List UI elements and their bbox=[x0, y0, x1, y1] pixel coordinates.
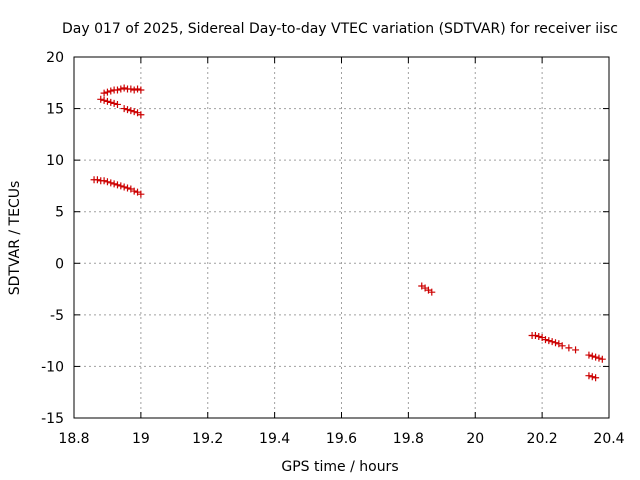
data-point bbox=[531, 331, 539, 339]
data-point bbox=[130, 86, 138, 94]
data-point bbox=[103, 97, 111, 105]
x-tick-label: 19 bbox=[132, 431, 150, 447]
series-track-2 bbox=[97, 95, 145, 119]
data-point bbox=[130, 108, 138, 116]
data-point bbox=[127, 85, 135, 93]
data-point bbox=[107, 98, 115, 106]
data-point bbox=[588, 352, 596, 360]
y-tick-label: -10 bbox=[41, 359, 64, 375]
data-point bbox=[110, 99, 118, 107]
data-point bbox=[113, 100, 121, 108]
data-point bbox=[595, 354, 603, 362]
data-point bbox=[107, 87, 115, 95]
data-point bbox=[100, 177, 108, 185]
data-point bbox=[113, 86, 121, 94]
data-point bbox=[137, 86, 145, 94]
data-point bbox=[124, 106, 131, 114]
y-tick-label: 5 bbox=[55, 205, 64, 221]
data-point bbox=[117, 182, 125, 190]
x-tick-label: 20.2 bbox=[527, 431, 558, 447]
x-tick-label: 20 bbox=[466, 431, 484, 447]
x-axis-label: GPS time / hours bbox=[281, 459, 398, 475]
data-point bbox=[100, 96, 108, 104]
series-track-7 bbox=[585, 372, 600, 382]
series-track-1 bbox=[100, 84, 145, 97]
data-point bbox=[113, 181, 121, 189]
data-point bbox=[572, 346, 580, 354]
x-tick-label: 19.4 bbox=[259, 431, 290, 447]
data-point bbox=[558, 342, 566, 350]
data-point bbox=[117, 85, 125, 93]
data-point bbox=[552, 339, 559, 347]
data-point bbox=[120, 84, 128, 92]
x-tick-label: 20.4 bbox=[593, 431, 624, 447]
data-point bbox=[548, 338, 556, 346]
data-point bbox=[93, 176, 101, 184]
data-point bbox=[120, 183, 128, 191]
chart-title: Day 017 of 2025, Sidereal Day-to-day VTE… bbox=[62, 21, 618, 37]
data-point bbox=[592, 353, 600, 361]
data-point bbox=[588, 373, 596, 381]
data-point bbox=[103, 178, 111, 186]
data-point bbox=[97, 95, 105, 103]
data-point bbox=[598, 355, 606, 363]
x-tick-label: 19.2 bbox=[192, 431, 223, 447]
data-point bbox=[100, 89, 108, 97]
data-point bbox=[107, 179, 115, 187]
y-tick-label: -5 bbox=[50, 308, 64, 324]
data-point bbox=[120, 105, 128, 113]
series-track-5 bbox=[528, 331, 580, 354]
y-tick-label: 0 bbox=[55, 256, 64, 272]
y-tick-label: 20 bbox=[46, 50, 64, 66]
x-tick-label: 18.8 bbox=[58, 431, 89, 447]
data-point bbox=[545, 337, 553, 345]
data-marks bbox=[90, 84, 606, 382]
data-point bbox=[137, 190, 145, 198]
data-point bbox=[585, 372, 593, 380]
x-tick-label: 19.8 bbox=[393, 431, 424, 447]
data-point bbox=[103, 88, 111, 96]
y-tick-label: 10 bbox=[46, 153, 64, 169]
data-point bbox=[565, 344, 573, 352]
data-point bbox=[134, 85, 142, 93]
data-point bbox=[428, 288, 436, 296]
y-tick-label: -15 bbox=[41, 411, 64, 427]
data-point bbox=[535, 333, 543, 341]
data-point bbox=[130, 187, 138, 195]
data-point bbox=[110, 180, 118, 188]
series-track-3 bbox=[90, 176, 145, 198]
data-point bbox=[127, 107, 135, 115]
data-point bbox=[137, 111, 145, 119]
data-point bbox=[585, 351, 593, 359]
series-track-6 bbox=[585, 351, 606, 363]
series-track-4 bbox=[418, 282, 436, 296]
tick-layer: 18.8 19 19.2 19.4 19.6 19.8 20 20.2 20.4 -15 -10 -5… bbox=[41, 50, 625, 447]
grid-layer bbox=[74, 57, 609, 418]
x-tick-label: 19.6 bbox=[326, 431, 357, 447]
data-point bbox=[124, 184, 131, 192]
y-axis-label: SDTVAR / TECUs bbox=[7, 181, 23, 296]
data-point bbox=[592, 374, 600, 382]
data-point bbox=[541, 336, 549, 344]
y-tick-label: 15 bbox=[46, 102, 64, 118]
